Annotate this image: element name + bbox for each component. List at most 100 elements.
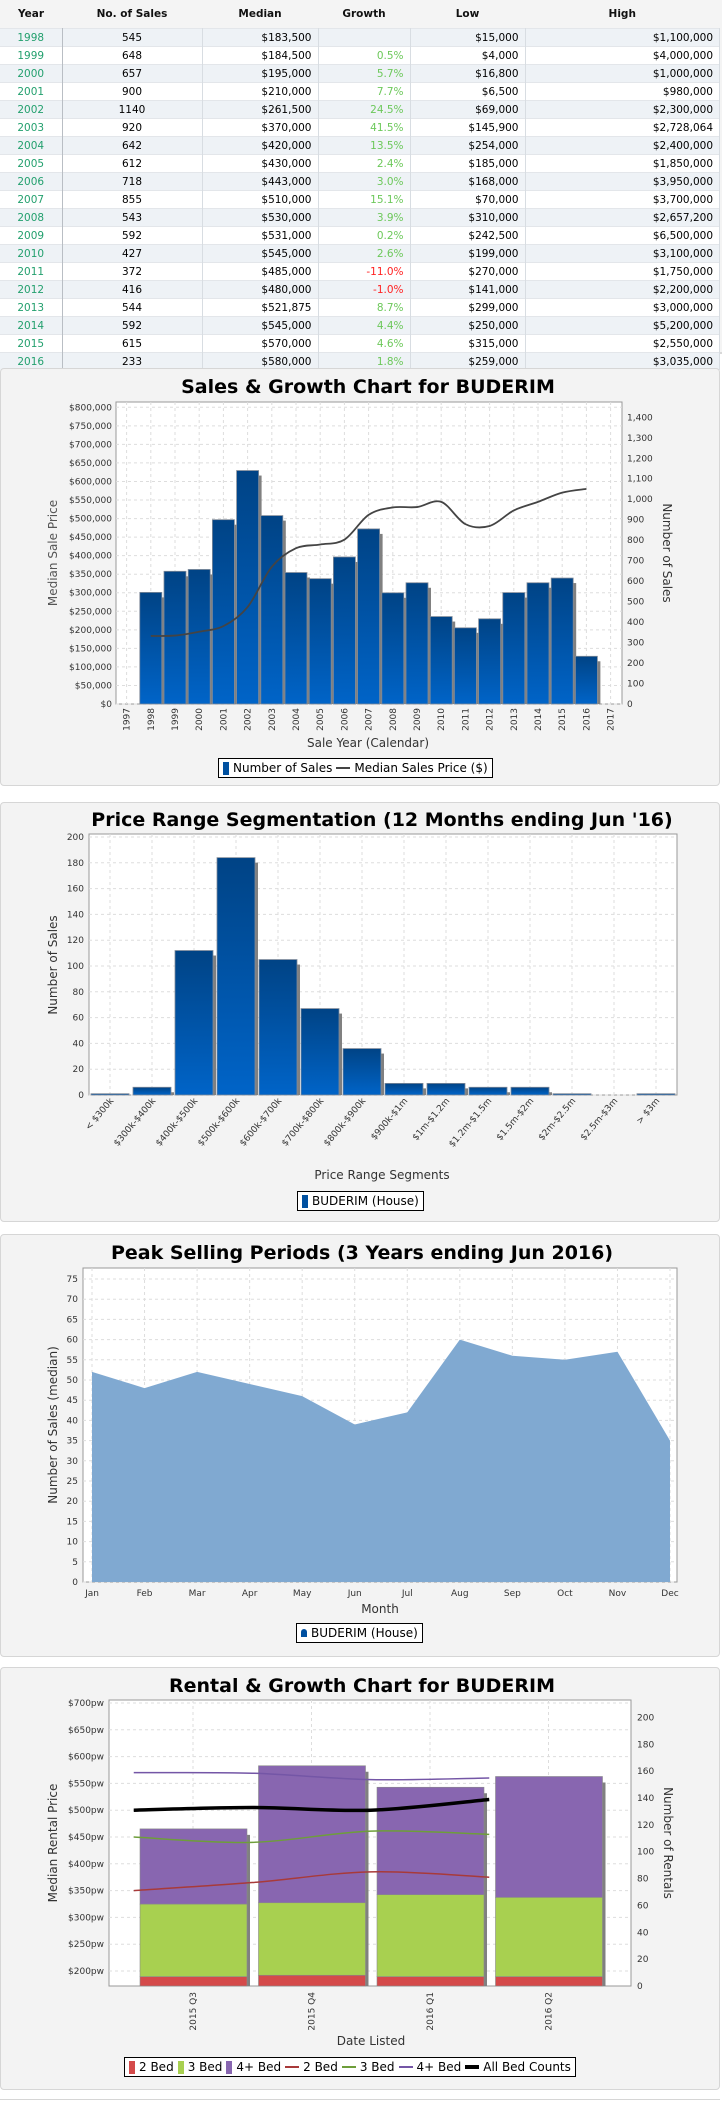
- y-tick-label: 40: [67, 1416, 79, 1426]
- y-right-tick-label: 1,100: [627, 475, 653, 485]
- cell-high: $3,950,000: [525, 172, 720, 191]
- sales-chart-ylabel-left: Median Sale Price: [46, 500, 60, 606]
- y-right-tick-label: 40: [637, 1928, 649, 1938]
- segment-bar: [258, 959, 298, 1096]
- segment-bar: [174, 950, 214, 1096]
- y-right-tick-label: 1,000: [627, 495, 653, 505]
- x-tick-label: Jan: [84, 1589, 99, 1599]
- y-right-tick-label: 0: [637, 1982, 643, 1992]
- cell-sales: 718: [62, 172, 203, 191]
- x-tick-label: < $300k: [84, 1096, 117, 1133]
- cell-year: 2000: [0, 64, 63, 83]
- x-tick-label: $900k-$1m: [369, 1097, 410, 1143]
- y-right-tick-label: 180: [637, 1740, 654, 1750]
- cell-sales: 642: [62, 136, 203, 155]
- x-tick-label: 2009: [413, 708, 423, 731]
- header-median: Median: [202, 0, 318, 29]
- cell-median: $210,000: [202, 82, 319, 101]
- y-left-tick-label: $400,000: [69, 552, 112, 562]
- y-tick-label: 15: [67, 1517, 78, 1527]
- sales-bar: [575, 655, 598, 705]
- header-low: Low: [410, 0, 525, 29]
- cell-growth: 2.4%: [318, 154, 411, 173]
- cell-high: $2,657,200: [525, 208, 720, 227]
- table-body: 1998 545 $183,500 $15,000 $1,100,000 1999 648 $…: [0, 28, 720, 370]
- cell-median: $480,000: [202, 280, 319, 299]
- cell-year: 1998: [0, 28, 63, 47]
- x-tick-label: 2016 Q2: [545, 1992, 555, 2031]
- peak-selling-legend: BUDERIM (House): [296, 1623, 423, 1643]
- x-tick-label: $400k-$500k: [154, 1096, 200, 1149]
- sales-bar: [405, 582, 429, 705]
- rental-bar-segment: [495, 1976, 603, 1987]
- price-range-xlabel: Price Range Segments: [314, 1168, 449, 1182]
- sales-bar: [502, 592, 526, 705]
- y-tick-label: 180: [67, 859, 84, 869]
- segment-bar: [216, 857, 256, 1096]
- sales-history-table: Year No. of Sales Median Growth Low High…: [0, 0, 722, 370]
- cell-low: $168,000: [410, 172, 526, 191]
- x-tick-label: 2015 Q3: [189, 1992, 199, 2031]
- y-left-tick-label: $200pw: [68, 1967, 104, 1977]
- segment-bar: [384, 1082, 424, 1096]
- y-left-tick-label: $600pw: [68, 1753, 104, 1763]
- sales-bar: [211, 519, 235, 705]
- legend-swatch-bar: [223, 761, 229, 775]
- cell-low: $199,000: [410, 244, 526, 263]
- segment-bar: [552, 1093, 592, 1096]
- y-right-tick-label: 100: [627, 680, 644, 690]
- cell-high: $2,400,000: [525, 136, 720, 155]
- rental-chart-xlabel: Date Listed: [337, 2034, 405, 2048]
- table-row: 2012 416 $480,000 -1.0% $141,000 $2,200,000: [0, 280, 720, 299]
- cell-sales: 900: [62, 82, 203, 101]
- cell-year: 2006: [0, 172, 63, 191]
- cell-low: $310,000: [410, 208, 526, 227]
- y-left-tick-label: $250pw: [68, 1940, 104, 1950]
- segment-bar: [468, 1086, 508, 1096]
- legend-swatch-line: [285, 2066, 300, 2068]
- legend-swatch-line: [465, 2065, 480, 2069]
- cell-year: 2001: [0, 82, 63, 101]
- x-tick-label: Dec: [661, 1589, 678, 1599]
- cell-low: $4,000: [410, 46, 526, 65]
- y-right-tick-label: 20: [637, 1955, 649, 1965]
- rental-price-line: [133, 1830, 490, 1844]
- cell-growth: 15.1%: [318, 190, 411, 209]
- segment-bar: [426, 1082, 466, 1096]
- cell-high: $3,100,000: [525, 244, 720, 263]
- cell-low: $69,000: [410, 100, 526, 119]
- x-tick-label: Oct: [557, 1589, 573, 1599]
- price-range-legend: BUDERIM (House): [297, 1191, 424, 1211]
- y-left-tick-label: $300pw: [68, 1913, 104, 1923]
- legend-label: Median Sales Price ($): [354, 761, 488, 775]
- cell-growth: 5.7%: [318, 64, 411, 83]
- cell-low: $242,500: [410, 226, 526, 245]
- cell-median: $530,000: [202, 208, 319, 227]
- legend-swatch-line: [341, 2066, 356, 2068]
- cell-year: 2011: [0, 262, 63, 281]
- cell-high: $3,035,000: [525, 352, 720, 370]
- cell-sales: 648: [62, 46, 203, 65]
- rental-bar-segment: [139, 1976, 248, 1987]
- rental-price-line: [133, 1771, 490, 1781]
- y-right-tick-label: 200: [627, 659, 644, 669]
- header-year: Year: [0, 0, 62, 29]
- rental-chart-title: Rental & Growth Chart for BUDERIM: [169, 1675, 555, 1697]
- sales-chart-ylabel-right: Number of Sales: [660, 503, 674, 602]
- cell-growth: 3.9%: [318, 208, 411, 227]
- y-left-tick-label: $200,000: [69, 626, 112, 636]
- cell-growth: 4.4%: [318, 316, 411, 335]
- cell-sales: 233: [62, 352, 203, 370]
- y-tick-label: 55: [67, 1356, 78, 1366]
- cell-low: $315,000: [410, 334, 526, 353]
- cell-sales: 592: [62, 226, 203, 245]
- y-left-tick-label: $350pw: [68, 1887, 104, 1897]
- cell-growth: 4.6%: [318, 334, 411, 353]
- y-left-tick-label: $250,000: [69, 607, 112, 617]
- cell-high: $5,200,000: [525, 316, 720, 335]
- y-left-tick-label: $750,000: [69, 422, 112, 432]
- cell-high: $3,000,000: [525, 298, 720, 317]
- legend-label: BUDERIM (House): [311, 1626, 418, 1640]
- y-left-tick-label: $500,000: [69, 515, 112, 525]
- x-tick-label: 1997: [123, 708, 133, 731]
